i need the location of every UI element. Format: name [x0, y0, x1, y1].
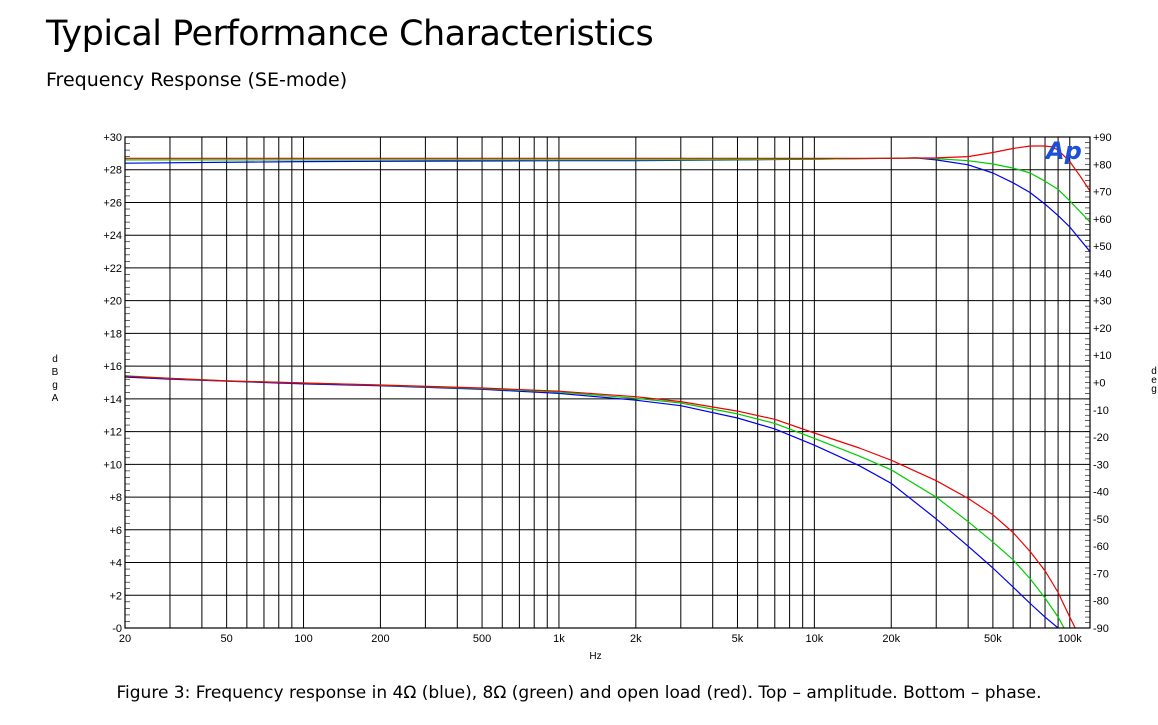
y2-tick-label: -90	[1093, 623, 1109, 635]
y2-tick-label: -20	[1093, 432, 1109, 444]
y-tick-label: +20	[103, 296, 122, 308]
x-tick-label: 20k	[882, 633, 900, 645]
y2-tick-label: +10	[1093, 350, 1112, 362]
plot-frame	[124, 136, 1091, 629]
y-tick-label: +16	[103, 361, 122, 373]
y-tick-label: +8	[109, 492, 122, 504]
amplitude-curve-1	[125, 157, 1090, 223]
page-title: Typical Performance Characteristics	[46, 14, 654, 54]
y2-tick-label: +90	[1093, 132, 1112, 144]
y-tick-label: +6	[109, 525, 122, 537]
y-tick-label: +4	[109, 558, 122, 570]
y2-tick-label: -80	[1093, 596, 1109, 608]
y2-axis-label: deg	[1151, 366, 1157, 395]
y-tick-label: +30	[103, 132, 122, 144]
phase-curve-3	[125, 376, 1059, 628]
x-tick-label: 20	[119, 633, 131, 645]
x-tick-label: 500	[473, 633, 491, 645]
y2-tick-label: +70	[1093, 187, 1112, 199]
y2-tick-label: +30	[1093, 296, 1112, 308]
figure-caption: Figure 3: Frequency response in 4Ω (blue…	[116, 683, 1042, 703]
y2-tick-label: +40	[1093, 268, 1112, 280]
y-tick-label: +12	[103, 427, 122, 439]
x-tick-label: 100k	[1058, 633, 1082, 645]
y2-tick-label: -70	[1093, 568, 1109, 580]
y2-tick-label: +80	[1093, 159, 1112, 171]
y2-tick-label: +50	[1093, 241, 1112, 253]
y2-tick-label: +0	[1093, 378, 1106, 390]
x-tick-label: 2k	[630, 633, 642, 645]
x-tick-label: 200	[371, 633, 389, 645]
y2-tick-label: -30	[1093, 459, 1109, 471]
y-label-char: B	[52, 367, 59, 378]
y-label-char: g	[52, 380, 58, 391]
y-tick-label: +10	[103, 459, 122, 471]
y2-tick-label: +60	[1093, 214, 1112, 226]
y-label-char: d	[52, 354, 58, 365]
curve-layer	[125, 145, 1090, 628]
y2-label-char: e	[1151, 375, 1157, 386]
amplitude-curve-2	[125, 145, 1090, 192]
amplitude-curve-0	[125, 157, 1090, 252]
x-tick-label: 100	[294, 633, 312, 645]
phase-curve-5	[125, 375, 1076, 628]
y-tick-label: +26	[103, 197, 122, 209]
chart-subtitle: Frequency Response (SE-mode)	[46, 69, 348, 91]
y-tick-label: +14	[103, 394, 122, 406]
y2-tick-label: -10	[1093, 405, 1109, 417]
x-tick-label: 1k	[553, 633, 565, 645]
y2-tick-label: +20	[1093, 323, 1112, 335]
y2-label-char: d	[1151, 366, 1157, 377]
y-label-char: A	[52, 393, 59, 404]
y-tick-label: +2	[109, 590, 122, 602]
tick-labels: +30 +28 +26 +24 +22 +20 +18 +16 +14 +12 +10 +8 +6 +4 +…	[103, 132, 1111, 645]
phase-curve-4	[125, 375, 1065, 628]
x-tick-label: 50k	[984, 633, 1002, 645]
y2-tick-label: -40	[1093, 487, 1109, 499]
ap-logo: Ap	[1044, 137, 1082, 165]
y-tick-label: +18	[103, 328, 122, 340]
x-tick-label: 50	[221, 633, 233, 645]
x-axis-label: Hz	[589, 651, 601, 662]
y-tick-label: +22	[103, 263, 122, 275]
x-tick-label: 5k	[732, 633, 744, 645]
x-tick-label: 10k	[805, 633, 823, 645]
y2-tick-label: -60	[1093, 541, 1109, 553]
y-tick-label: +24	[103, 230, 122, 242]
y-tick-label: -0	[112, 623, 122, 635]
y-tick-label: +28	[103, 165, 122, 177]
y2-label-char: g	[1151, 384, 1157, 395]
y2-tick-label: -50	[1093, 514, 1109, 526]
